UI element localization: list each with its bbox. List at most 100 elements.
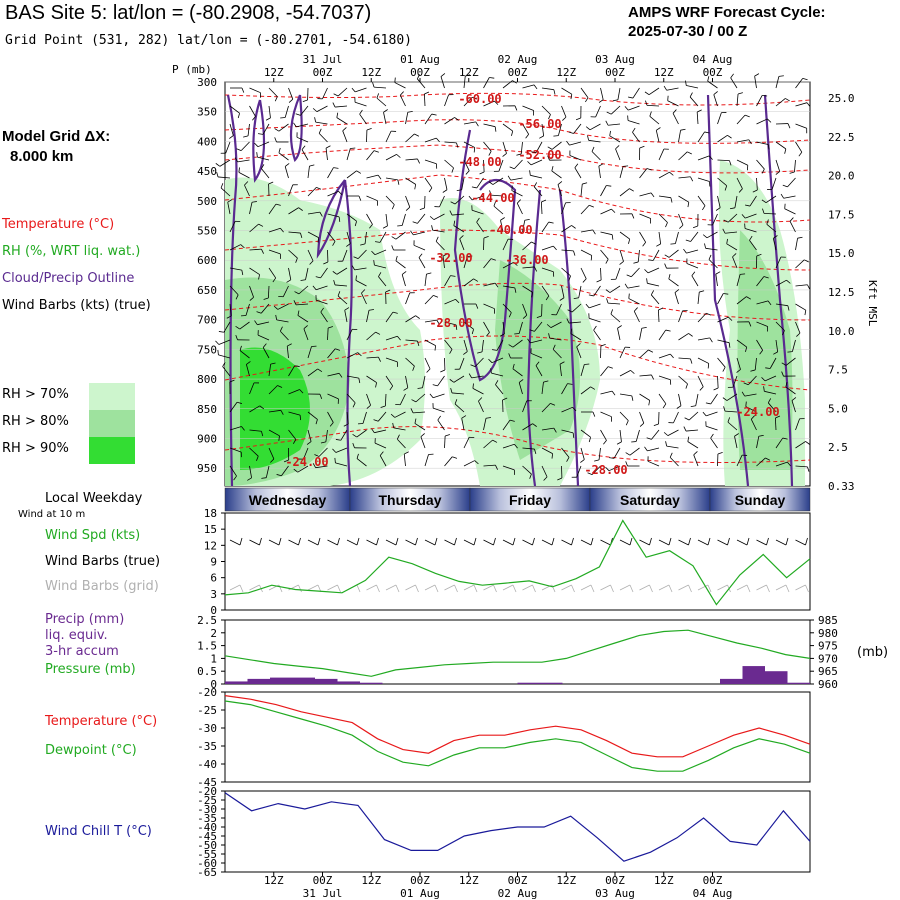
wind-barb xyxy=(344,307,350,323)
wind-barb xyxy=(756,253,762,269)
wind-barb xyxy=(568,123,582,134)
isotherm-label: -36.00 xyxy=(505,253,548,267)
wind-barb xyxy=(405,195,411,211)
wind-barb xyxy=(416,74,426,89)
wind-barb xyxy=(293,465,309,473)
precip-bar xyxy=(765,671,788,684)
wind-barb xyxy=(227,199,233,215)
wind-barb xyxy=(359,109,367,125)
wind-barb-grid xyxy=(385,584,400,593)
wind-barb xyxy=(234,157,250,163)
wind-barb xyxy=(678,176,694,182)
wind-barb xyxy=(405,158,421,164)
wind-barb xyxy=(795,259,809,269)
wind-barb xyxy=(280,105,289,119)
wind-barb xyxy=(382,213,388,229)
wind-barb xyxy=(366,375,377,388)
wind-barb xyxy=(307,211,323,217)
wind-barb xyxy=(763,386,777,395)
wind-barb xyxy=(405,110,413,125)
wind-barb xyxy=(327,231,336,246)
wind-barb xyxy=(795,284,811,290)
wind-barb xyxy=(732,253,738,269)
y-tick-label: -35 xyxy=(197,812,217,825)
wind-barb xyxy=(307,249,314,265)
wind-barb xyxy=(483,439,498,449)
wind-barb xyxy=(366,331,381,341)
wind-barb xyxy=(756,321,769,332)
wind-barb xyxy=(220,141,231,154)
wind-barb xyxy=(371,428,387,434)
wind-barb xyxy=(678,151,692,161)
wind-barb xyxy=(483,258,496,269)
wind-barb xyxy=(561,87,573,100)
wind-barb xyxy=(529,170,543,179)
wind-barb xyxy=(723,406,738,413)
bottom-date-label: 31 Jul xyxy=(303,887,343,900)
wind-barb xyxy=(437,415,445,431)
wind-barb-true xyxy=(463,537,477,546)
wind-barb xyxy=(541,105,551,120)
wind-barb xyxy=(502,238,514,251)
wind-barb xyxy=(444,275,456,287)
wind-barb xyxy=(598,87,604,103)
wind-barb xyxy=(323,249,329,265)
wind-barb xyxy=(580,386,596,395)
rh-legend: RH (%, WRT liq. wat.) xyxy=(2,244,141,259)
wind-barb xyxy=(667,95,679,107)
wind-barb xyxy=(772,235,778,251)
wind-barb-true xyxy=(424,537,438,546)
wind-barb xyxy=(327,213,341,222)
wind-barb xyxy=(385,335,401,341)
top-time-label: 12Z xyxy=(459,66,479,79)
wind-barb xyxy=(502,419,515,431)
height-tick-label: 17.5 xyxy=(828,208,855,221)
wind-barb xyxy=(656,231,662,247)
wind-barb xyxy=(302,87,309,103)
wind-barb-grid xyxy=(678,584,692,593)
wind-barb xyxy=(444,456,458,467)
wind-barb-true xyxy=(775,537,789,546)
isotherm-label: -48.00 xyxy=(458,155,501,169)
wind-barb xyxy=(327,348,341,359)
wind-barb xyxy=(288,207,303,215)
wind-barb-true xyxy=(268,537,282,546)
wind-barb xyxy=(551,166,562,179)
wind-barb xyxy=(288,411,302,421)
pressure-tick-label: 450 xyxy=(197,165,217,178)
wind-barb xyxy=(609,130,621,143)
wind-barb-true xyxy=(483,537,496,546)
pressure-tick-label: 300 xyxy=(197,76,217,89)
precip-bar xyxy=(540,682,563,684)
wind-barb xyxy=(391,245,406,251)
windchill-legend: Wind Chill T (°C) xyxy=(45,824,152,839)
wind-barb xyxy=(683,426,699,432)
wind-barb xyxy=(249,429,264,437)
wind-barb xyxy=(713,375,719,391)
wind-speed-line xyxy=(224,519,811,606)
wind-barb xyxy=(645,100,660,107)
wind-barb xyxy=(767,398,777,413)
wind-barb xyxy=(658,148,669,161)
wind-barb xyxy=(668,274,679,287)
y-tick-label: -25 xyxy=(197,704,217,717)
pressure-tick-label: 850 xyxy=(197,403,217,416)
wind-barb xyxy=(502,105,518,111)
isotherm-1 xyxy=(224,119,811,144)
wind-barb xyxy=(791,397,797,413)
wind-barb xyxy=(722,393,738,401)
top-time-label: 12Z xyxy=(556,66,576,79)
wind-barb xyxy=(483,77,495,89)
wind-barb xyxy=(775,159,781,175)
wind-barb xyxy=(736,321,752,327)
wind-barb xyxy=(488,177,504,185)
wind-barb xyxy=(596,267,602,283)
wind-barb xyxy=(644,87,660,96)
wind-barb xyxy=(444,94,454,107)
wind-barb xyxy=(283,447,290,463)
wind-barb xyxy=(625,447,640,456)
wind-barb xyxy=(702,231,718,239)
wind-barb xyxy=(516,199,523,215)
wind-barb xyxy=(531,141,543,153)
pressure-tick-label: 400 xyxy=(197,135,217,148)
